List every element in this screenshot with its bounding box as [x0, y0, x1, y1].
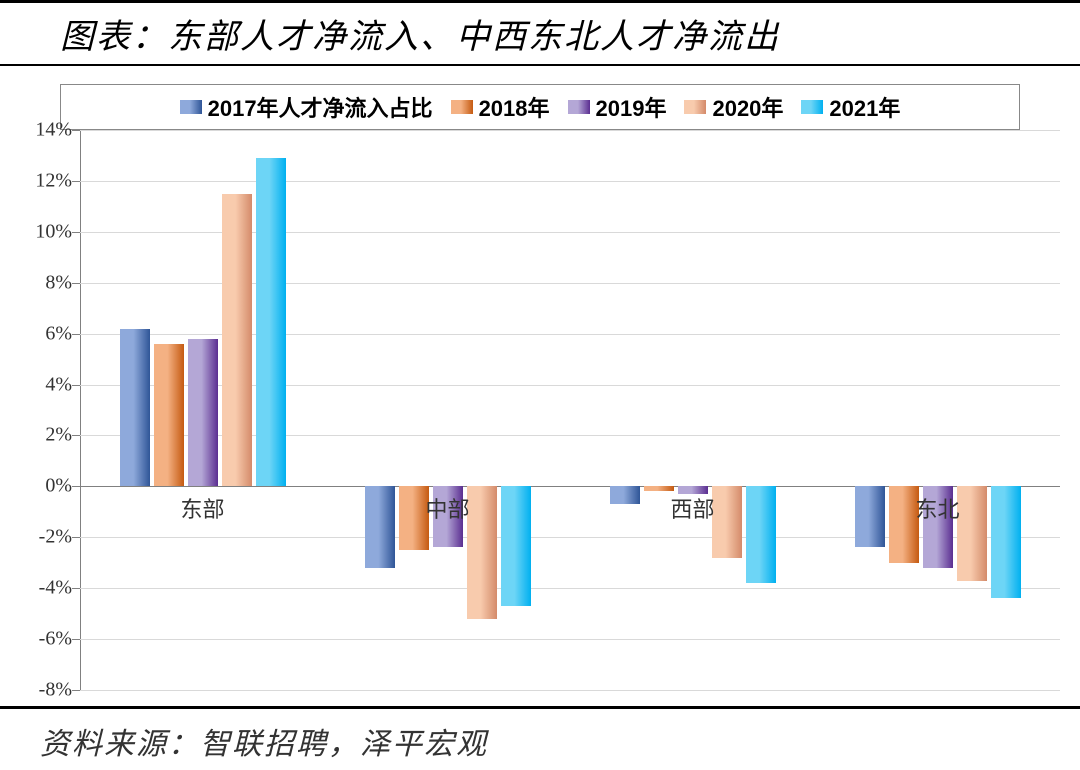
y-tick-label: 6% [20, 322, 72, 345]
bar [120, 329, 150, 487]
bar [222, 194, 252, 487]
legend-item: 2017年人才净流入占比 [180, 91, 433, 123]
bar [957, 486, 987, 580]
bar [365, 486, 395, 567]
legend-label: 2021年 [829, 91, 900, 123]
grid-line [80, 130, 1060, 131]
legend-label: 2017年人才净流入占比 [208, 91, 433, 123]
y-tick [72, 486, 80, 487]
y-tick [72, 588, 80, 589]
y-tick [72, 232, 80, 233]
y-tick [72, 435, 80, 436]
category-label: 东北 [915, 492, 959, 524]
bar [154, 344, 184, 487]
y-axis-line [80, 130, 81, 690]
chart-title: 图表：东部人才净流入、中西东北人才净流出 [0, 0, 1080, 66]
y-tick-label: 10% [20, 220, 72, 243]
y-tick-label: -6% [20, 628, 72, 651]
bar [399, 486, 429, 550]
y-tick-label: -2% [20, 526, 72, 549]
legend-label: 2020年 [712, 91, 783, 123]
legend-label: 2019年 [596, 91, 667, 123]
plot-area: -8%-6%-4%-2%0%2%4%6%8%10%12%14%东部中部西部东北 [80, 130, 1060, 690]
source-line: 资料来源：智联招聘，泽平宏观 [0, 706, 1080, 763]
y-tick-label: 0% [20, 475, 72, 498]
y-tick-label: 4% [20, 373, 72, 396]
y-tick-label: -8% [20, 679, 72, 702]
legend: 2017年人才净流入占比 2018年 2019年 2020年 2021年 [60, 84, 1020, 130]
chart-area: 2017年人才净流入占比 2018年 2019年 2020年 2021年 -8% -6% -… [0, 66, 1080, 706]
bar [188, 339, 218, 487]
legend-item: 2020年 [684, 91, 783, 123]
legend-swatch [801, 100, 823, 114]
chart-container: 图表：东部人才净流入、中西东北人才净流出 2017年人才净流入占比2018年20… [0, 0, 1080, 770]
grid-line [80, 181, 1060, 182]
legend-swatch [684, 100, 706, 114]
bar [644, 486, 674, 491]
legend-swatch [568, 100, 590, 114]
grid-line [80, 690, 1060, 691]
y-tick [72, 639, 80, 640]
legend-item: 2019年 [568, 91, 667, 123]
legend-item: 2021年 [801, 91, 900, 123]
y-tick [72, 690, 80, 691]
y-tick-label: -4% [20, 577, 72, 600]
bar [501, 486, 531, 606]
category-label: 西部 [670, 492, 714, 524]
y-tick-label: 14% [20, 119, 72, 142]
y-tick [72, 334, 80, 335]
y-tick-label: 12% [20, 169, 72, 192]
y-tick [72, 537, 80, 538]
bar [256, 158, 286, 486]
category-label: 东部 [180, 492, 224, 524]
y-tick [72, 130, 80, 131]
bar [889, 486, 919, 562]
bar [610, 486, 640, 504]
category-label: 中部 [425, 492, 469, 524]
y-tick-label: 8% [20, 271, 72, 294]
bar [712, 486, 742, 557]
legend-item: 2018年 [451, 91, 550, 123]
y-tick-label: 2% [20, 424, 72, 447]
bar [746, 486, 776, 583]
grid-line [80, 588, 1060, 589]
y-tick [72, 385, 80, 386]
bar [467, 486, 497, 618]
bar [855, 486, 885, 547]
y-tick [72, 181, 80, 182]
bar [991, 486, 1021, 598]
y-tick [72, 283, 80, 284]
legend-swatch [451, 100, 473, 114]
legend-label: 2018年 [479, 91, 550, 123]
grid-line [80, 639, 1060, 640]
legend-swatch [180, 100, 202, 114]
